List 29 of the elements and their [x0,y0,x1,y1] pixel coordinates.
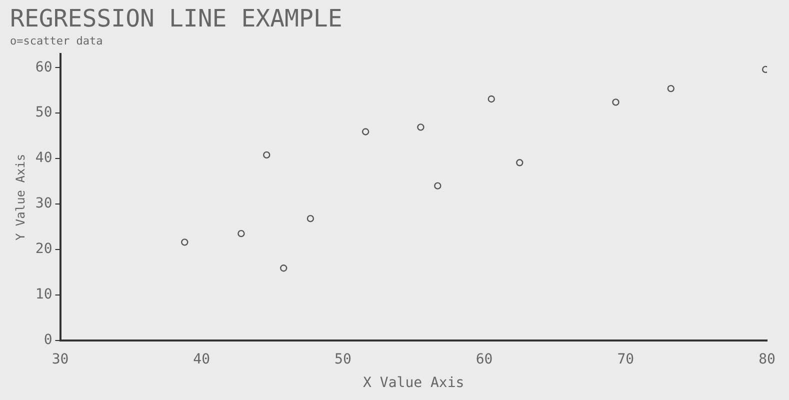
y-tick-label: 50 [35,104,52,121]
y-axis-title: Y Value Axis [13,154,28,241]
y-tick-label: 60 [35,59,52,76]
x-tick-label: 40 [193,351,210,368]
point [238,230,245,238]
x-axis-title: X Value Axis [363,375,464,392]
x-tick-label: 70 [617,351,634,368]
chart-subtitle: o=scatter data [10,34,103,48]
x-tick-label: 30 [52,351,69,368]
x-tick-label: 50 [334,351,352,368]
point [362,128,370,136]
point [280,264,288,272]
y-tick-label: 30 [35,196,52,212]
point [667,84,674,92]
x-tick-label: 80 [758,351,776,368]
point [263,151,270,159]
point [516,159,524,166]
point [306,214,314,222]
chart-title: REGRESSION LINE EXAMPLE [10,4,342,33]
point [417,124,424,131]
y-tick-label: 40 [35,150,52,166]
point [488,95,495,103]
y-tick-label: 10 [35,286,52,303]
point [434,182,442,190]
y-tick-label: 0 [44,332,52,348]
x-tick-label: 60 [476,351,493,368]
point [612,98,620,106]
point [181,238,188,246]
y-tick-label: 20 [35,241,52,258]
